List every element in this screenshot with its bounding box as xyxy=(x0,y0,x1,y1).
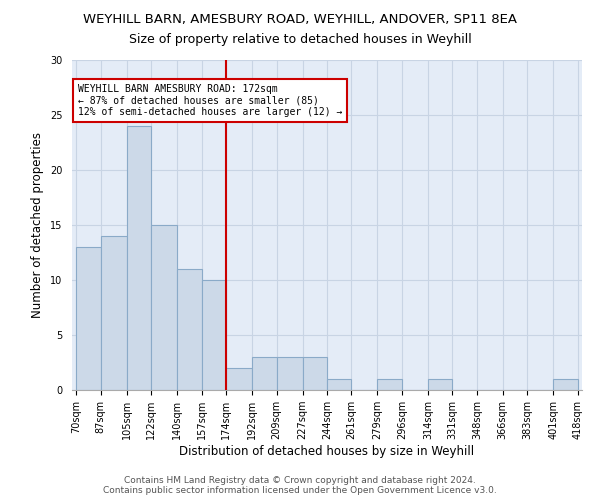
Text: Size of property relative to detached houses in Weyhill: Size of property relative to detached ho… xyxy=(128,32,472,46)
Bar xyxy=(553,379,578,390)
Bar xyxy=(101,236,127,390)
Text: WEYHILL BARN, AMESBURY ROAD, WEYHILL, ANDOVER, SP11 8EA: WEYHILL BARN, AMESBURY ROAD, WEYHILL, AN… xyxy=(83,12,517,26)
Text: WEYHILL BARN AMESBURY ROAD: 172sqm
← 87% of detached houses are smaller (85)
12%: WEYHILL BARN AMESBURY ROAD: 172sqm ← 87%… xyxy=(78,84,342,117)
X-axis label: Distribution of detached houses by size in Weyhill: Distribution of detached houses by size … xyxy=(179,445,475,458)
Bar xyxy=(76,247,101,390)
Bar xyxy=(202,280,226,390)
Text: Contains HM Land Registry data © Crown copyright and database right 2024.
Contai: Contains HM Land Registry data © Crown c… xyxy=(103,476,497,495)
Bar xyxy=(226,368,252,390)
Bar xyxy=(277,357,302,390)
Bar xyxy=(377,379,402,390)
Bar xyxy=(428,379,452,390)
Bar xyxy=(252,357,277,390)
Bar xyxy=(127,126,151,390)
Y-axis label: Number of detached properties: Number of detached properties xyxy=(31,132,44,318)
Bar xyxy=(151,225,177,390)
Bar xyxy=(177,269,202,390)
Bar xyxy=(302,357,327,390)
Bar xyxy=(327,379,352,390)
